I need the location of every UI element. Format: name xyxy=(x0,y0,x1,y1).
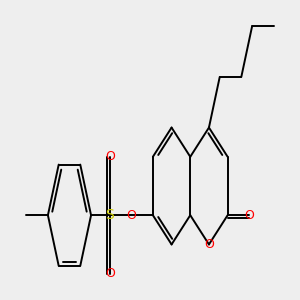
Text: O: O xyxy=(126,209,136,222)
Text: S: S xyxy=(105,208,114,222)
Text: O: O xyxy=(244,209,254,222)
Text: O: O xyxy=(105,267,115,280)
Text: O: O xyxy=(105,150,115,163)
Text: O: O xyxy=(204,238,214,251)
